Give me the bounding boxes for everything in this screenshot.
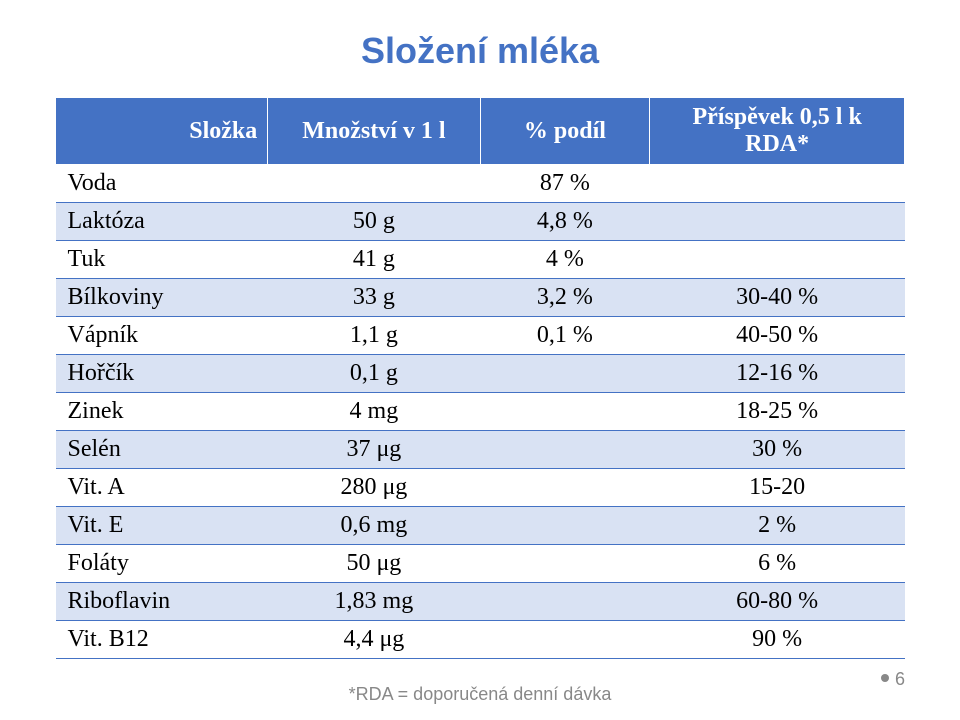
cell-contrib: [650, 165, 905, 203]
cell-percent: [480, 507, 650, 545]
cell-percent: [480, 431, 650, 469]
cell-percent: [480, 355, 650, 393]
cell-name: Vápník: [56, 317, 268, 355]
cell-percent: 3,2 %: [480, 279, 650, 317]
cell-amount: [268, 165, 480, 203]
table-header-row: Složka Množství v 1 l % podíl Příspěvek …: [56, 98, 905, 165]
cell-percent: 0,1 %: [480, 317, 650, 355]
cell-contrib: 30-40 %: [650, 279, 905, 317]
cell-percent: [480, 393, 650, 431]
cell-contrib: 6 %: [650, 545, 905, 583]
cell-name: Laktóza: [56, 203, 268, 241]
cell-amount: 33 g: [268, 279, 480, 317]
cell-contrib: 90 %: [650, 621, 905, 659]
cell-amount: 50 μg: [268, 545, 480, 583]
table-row: Hořčík0,1 g 12-16 %: [56, 355, 905, 393]
cell-contrib: 30 %: [650, 431, 905, 469]
table-row: Vit. B124,4 μg 90 %: [56, 621, 905, 659]
cell-name: Vit. A: [56, 469, 268, 507]
cell-percent: 4,8 %: [480, 203, 650, 241]
cell-name: Voda: [56, 165, 268, 203]
cell-amount: 0,1 g: [268, 355, 480, 393]
cell-amount: 4 mg: [268, 393, 480, 431]
table-row: Laktóza50 g4,8 %: [56, 203, 905, 241]
table-row: Voda 87 %: [56, 165, 905, 203]
cell-name: Selén: [56, 431, 268, 469]
cell-percent: 87 %: [480, 165, 650, 203]
table-row: Riboflavin1,83 mg 60-80 %: [56, 583, 905, 621]
table-row: Vápník1,1 g0,1 %40-50 %: [56, 317, 905, 355]
cell-amount: 4,4 μg: [268, 621, 480, 659]
cell-contrib: 60-80 %: [650, 583, 905, 621]
cell-name: Hořčík: [56, 355, 268, 393]
cell-name: Vit. E: [56, 507, 268, 545]
cell-name: Tuk: [56, 241, 268, 279]
cell-percent: [480, 545, 650, 583]
table-row: Bílkoviny33 g3,2 %30-40 %: [56, 279, 905, 317]
cell-contrib: 18-25 %: [650, 393, 905, 431]
cell-amount: 1,1 g: [268, 317, 480, 355]
table-row: Selén37 μg 30 %: [56, 431, 905, 469]
table-row: Zinek4 mg 18-25 %: [56, 393, 905, 431]
cell-contrib: [650, 203, 905, 241]
composition-table: Složka Množství v 1 l % podíl Příspěvek …: [55, 97, 905, 659]
cell-percent: 4 %: [480, 241, 650, 279]
cell-name: Zinek: [56, 393, 268, 431]
cell-contrib: 12-16 %: [650, 355, 905, 393]
slide-title: Složení mléka: [55, 30, 905, 72]
col-header-contrib: Příspěvek 0,5 l k RDA*: [650, 98, 905, 165]
table-row: Tuk41 g4 %: [56, 241, 905, 279]
cell-amount: 280 μg: [268, 469, 480, 507]
cell-contrib: 40-50 %: [650, 317, 905, 355]
cell-contrib: 2 %: [650, 507, 905, 545]
cell-percent: [480, 469, 650, 507]
cell-amount: 1,83 mg: [268, 583, 480, 621]
cell-name: Bílkoviny: [56, 279, 268, 317]
table-row: Foláty50 μg 6 %: [56, 545, 905, 583]
cell-name: Riboflavin: [56, 583, 268, 621]
cell-amount: 41 g: [268, 241, 480, 279]
cell-amount: 0,6 mg: [268, 507, 480, 545]
table-row: Vit. A280 μg 15-20: [56, 469, 905, 507]
col-header-amount: Množství v 1 l: [268, 98, 480, 165]
cell-contrib: 15-20: [650, 469, 905, 507]
page-number: 6: [881, 669, 905, 690]
col-header-name: Složka: [56, 98, 268, 165]
footnote: *RDA = doporučená denní dávka: [55, 684, 905, 705]
table-row: Vit. E0,6 mg 2 %: [56, 507, 905, 545]
cell-contrib: [650, 241, 905, 279]
cell-name: Foláty: [56, 545, 268, 583]
cell-amount: 37 μg: [268, 431, 480, 469]
col-header-percent: % podíl: [480, 98, 650, 165]
cell-name: Vit. B12: [56, 621, 268, 659]
cell-amount: 50 g: [268, 203, 480, 241]
cell-percent: [480, 583, 650, 621]
cell-percent: [480, 621, 650, 659]
